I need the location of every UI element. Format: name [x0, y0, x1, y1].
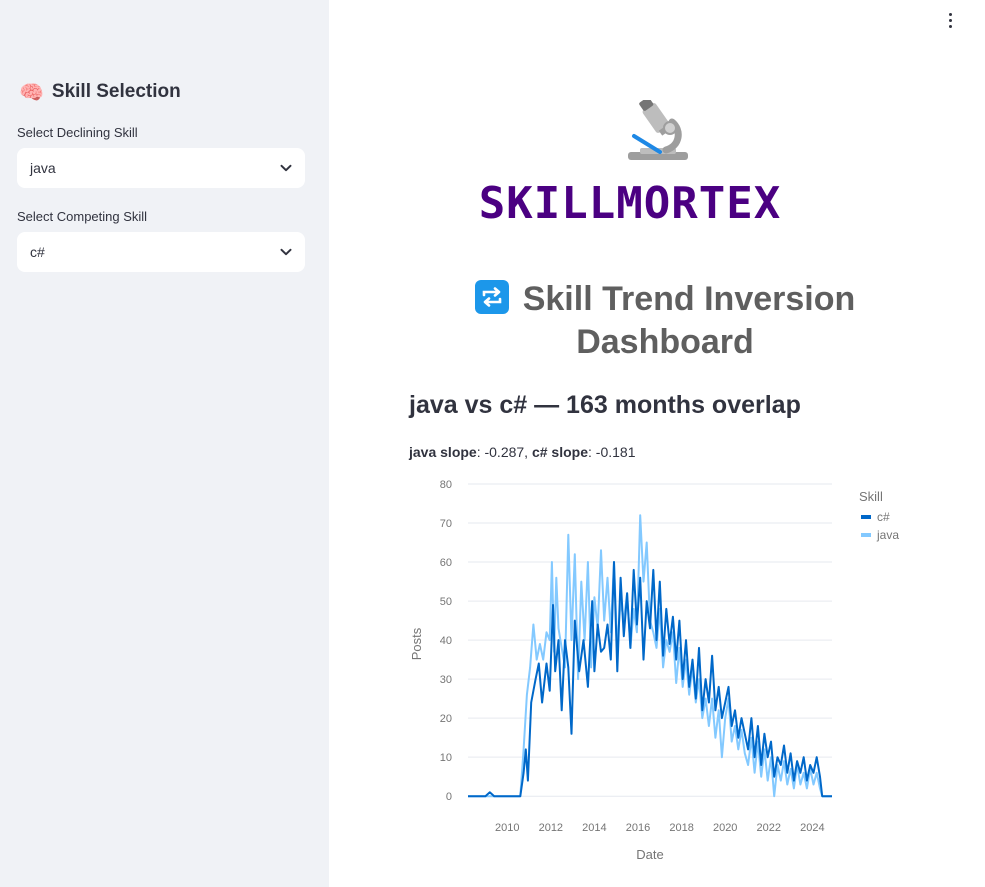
x-axis-title: Date	[636, 847, 663, 862]
dashboard-title-block: Skill Trend Inversion Dashboard	[420, 278, 910, 364]
x-axis-ticks: 2010 2012 2014 2016 2018 2020 2022 2024	[495, 822, 825, 834]
series-line-java[interactable]	[468, 514, 832, 798]
x-tick-label: 2014	[582, 822, 606, 834]
competing-skill-label: Select Competing Skill	[17, 209, 148, 224]
x-tick-label: 2010	[495, 822, 519, 834]
y-tick-label: 10	[440, 752, 452, 764]
legend-item-label[interactable]: java	[876, 528, 899, 542]
series-line-csharp[interactable]	[468, 561, 832, 798]
repeat-icon	[474, 280, 509, 314]
csharp-slope-label: c# slope	[531, 444, 588, 460]
y-tick-label: 60	[440, 557, 452, 569]
y-tick-label: 70	[440, 518, 452, 530]
csharp-slope-value: : -0.181	[588, 444, 636, 460]
x-tick-label: 2012	[539, 822, 563, 834]
menu-dot	[948, 18, 952, 22]
y-tick-label: 0	[446, 791, 452, 803]
brain-icon: 🧠	[19, 80, 44, 104]
sidebar-header: 🧠 Skill Selection	[19, 80, 181, 104]
y-tick-label: 80	[440, 479, 452, 491]
y-axis-title: Posts	[409, 627, 424, 660]
chart-series	[468, 514, 832, 798]
microscope-icon	[628, 100, 688, 160]
y-tick-label: 30	[440, 674, 452, 686]
competing-skill-select[interactable]: c#	[17, 232, 305, 272]
chevron-down-icon	[280, 248, 292, 256]
declining-skill-select[interactable]: java	[17, 148, 305, 188]
sidebar-title: Skill Selection	[51, 81, 181, 102]
x-tick-label: 2016	[626, 822, 650, 834]
sidebar: 🧠 Skill Selection Select Declining Skill…	[0, 0, 329, 887]
java-slope-label: java slope	[409, 444, 477, 460]
declining-skill-value: java	[30, 160, 56, 176]
comparison-heading: java vs c# — 163 months overlap	[409, 391, 801, 419]
slope-summary: java slope: -0.287, c# slope: -0.181	[409, 444, 635, 460]
y-axis-ticks: 0 10 20 30 40 50 60 70 80	[440, 479, 452, 803]
y-tick-label: 40	[440, 635, 452, 647]
menu-dot	[948, 12, 952, 16]
main-menu-button[interactable]	[942, 10, 958, 30]
legend-item-label[interactable]: c#	[877, 510, 890, 524]
declining-skill-label: Select Declining Skill	[17, 125, 138, 140]
x-tick-label: 2018	[669, 822, 693, 834]
java-slope-value: : -0.287,	[476, 444, 532, 460]
competing-skill-value: c#	[30, 244, 45, 260]
chevron-down-icon	[280, 164, 292, 172]
y-tick-label: 50	[440, 596, 452, 608]
brand-title: SKILLMORTEX	[478, 178, 782, 229]
menu-dot	[948, 24, 952, 28]
legend-title: Skill	[859, 489, 883, 504]
x-tick-label: 2022	[757, 822, 781, 834]
y-tick-label: 20	[440, 713, 452, 725]
x-tick-label: 2024	[800, 822, 824, 834]
x-tick-label: 2020	[713, 822, 737, 834]
chart-legend[interactable]: Skill c# java	[859, 489, 899, 542]
dashboard-title: Skill Trend Inversion Dashboard	[522, 280, 856, 361]
